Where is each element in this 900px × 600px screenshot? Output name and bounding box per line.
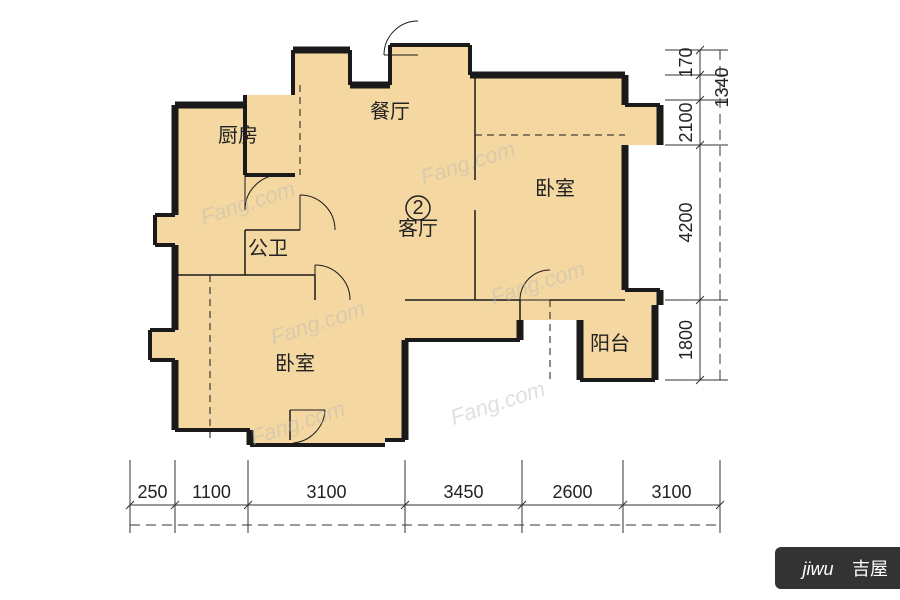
dim-right: 170 [676, 47, 696, 77]
room-label-dining: 餐厅 [370, 100, 410, 123]
room-label-bedroom1: 卧室 [535, 177, 575, 200]
dim-bottom: 1100 [192, 482, 231, 502]
room-label-kitchen: 厨房 [218, 124, 258, 147]
dim-bottom: 3100 [651, 482, 691, 502]
unit-badge-text: 2 [412, 197, 423, 219]
dim-right: 1800 [676, 320, 696, 360]
dim-bottom: 3450 [443, 482, 483, 502]
dim-right: 2100 [676, 102, 696, 142]
dim-right: 1340 [712, 67, 732, 107]
jiwu-logo-sub: 吉屋 [852, 559, 888, 579]
dim-bottom: 2600 [552, 482, 592, 502]
dim-bottom: 3100 [306, 482, 346, 502]
dim-bottom: 250 [137, 482, 167, 502]
room-label-bedroom2: 卧室 [275, 352, 315, 375]
jiwu-logo-text: jiwu [799, 559, 833, 579]
room-label-balcony: 阳台 [590, 332, 630, 355]
room-label-bath: 公卫 [248, 238, 288, 260]
dim-right: 4200 [676, 202, 696, 242]
